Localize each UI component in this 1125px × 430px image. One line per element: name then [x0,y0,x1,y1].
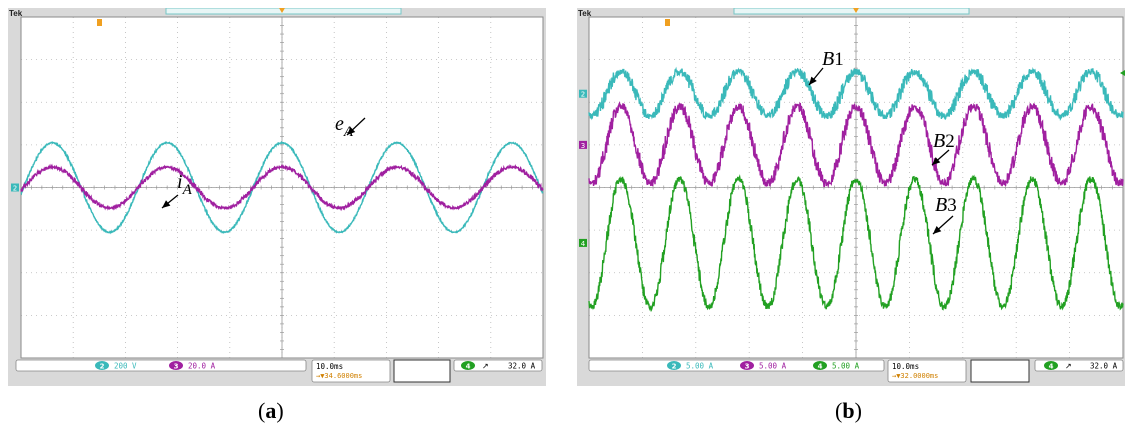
timebase-readout: 10.0ms [892,362,919,371]
caption-a: (a) [258,398,284,423]
trigger-position-marker [853,8,859,13]
annotation-main: i [177,171,183,193]
trace-i-a [20,163,544,212]
trigger-source-chip-label: 4 [466,363,471,371]
annotation-arrow-head [809,76,817,85]
trace-e-a [20,140,544,235]
trigger-readout-box [1034,359,1124,372]
oscilloscope-screen-b: Tek 2 3 4 2 5.00 A 3 5.00 A 4 5.00 A 10.0ms →▼32.00… [577,8,1125,386]
caption-letter-b: b [842,398,855,423]
delay-readout: →▼32.0000ms [892,372,938,380]
channel-marker-label: 2 [581,91,585,99]
trigger-readout-box [453,359,543,372]
annotation-main: B [935,194,947,216]
channel-4-marker [579,238,587,247]
channel-3-chip [740,361,754,370]
trigger-level: 32.0 A [1090,362,1118,371]
channel-4-scale: 5.00 A [832,362,860,371]
trigger-slope-icon: ↗ [482,362,489,371]
annotation-b3: B3 [932,194,957,235]
annotation-e-a: eA [335,113,366,140]
grid [20,16,544,359]
timebase-readout: 10.0ms [316,362,343,371]
annotation-arrow-head [933,226,942,234]
annotation-main: B [933,130,945,152]
readout-bar: 2 200 V 3 20.0 A 10.0ms→▼34.6000ms 4 ↗ 32.0 A [15,359,543,383]
channel-2-marker [11,183,19,192]
annotation-b2: B2 [931,130,955,166]
annotation-sub: A [182,182,193,198]
trigger-source-chip [1044,361,1058,370]
blank-readout-box [393,359,451,383]
timebase-box [887,359,967,383]
annotation-sub: 2 [945,131,955,152]
annotation-arrow-head [347,126,356,135]
channel-2-marker-label: 2 [13,185,17,193]
annotation-text: B1 [822,48,844,70]
scope-panel-b: Tek 2 3 4 2 5.00 A 3 5.00 A 4 5.00 A 10.0ms →▼32.00… [577,8,1125,386]
brand-label: Tek [9,9,23,18]
annotation-sub: 3 [947,195,957,216]
channel-4-chip-label: 4 [818,363,823,371]
annotation-text: iA [177,171,193,198]
blank-readout-box [970,359,1030,383]
trace-b2 [588,101,1124,189]
record-window-bar [733,8,970,15]
channel-3-chip-label: 3 [174,363,179,371]
oscilloscope-svg-b: Tek 2 3 4 2 5.00 A 3 5.00 A 4 5.00 A 10.0ms→▼32.00… [578,8,1125,383]
channel-2-marker [579,89,587,98]
channel-marker-label: 4 [581,240,586,248]
channel-2-chip [667,361,681,370]
trigger-slope-icon: ↗ [1065,362,1072,371]
trigger-position-marker [279,8,285,13]
caption-b: (b) [835,398,862,423]
delay-readout: →▼34.6000ms [316,372,362,380]
channel-2-chip-label: 2 [672,363,677,371]
annotation-main: e [335,113,344,135]
channel-marker-label: 3 [581,142,585,150]
trace-b3 [588,174,1124,312]
channel-3-chip-label: 3 [745,363,750,371]
trigger-source-chip [461,361,475,370]
oscilloscope-screen-a: Tek 2 2 200 V 3 20.0 A 10.0ms →▼34.6000ms 4 ↗ 32.0… [8,8,546,386]
readout-bar: 2 5.00 A 3 5.00 A 4 5.00 A 10.0ms→▼32.0000ms 4 ↗… [588,359,1124,383]
channel-2-chip-label: 2 [100,363,105,371]
channel-readout-box [588,359,885,372]
annotation-b1: B1 [808,48,844,86]
annotation-sub: 1 [834,49,844,70]
caption-letter-a: a [265,398,277,423]
record-window-bar [165,8,402,15]
trigger-level-marker [1120,70,1125,76]
plot-border [588,16,1124,359]
trace-b1 [588,66,1124,121]
channel-3-chip [169,361,183,370]
scope-panel-a: Tek 2 2 200 V 3 20.0 A 10.0ms →▼34.6000ms 4 ↗ 32.0… [8,8,546,386]
trigger-level: 32.0 A [508,362,536,371]
trigger-source-chip-label: 4 [1049,363,1054,371]
channel-3-scale: 5.00 A [759,362,787,371]
oscilloscope-svg-a: Tek 2 2 200 V 3 20.0 A 10.0ms→▼34.6000ms 4 ↗ 32.0… [9,8,544,383]
annotation-text: B2 [933,130,955,152]
annotation-i-a: iA [161,171,193,209]
channel-3-marker [579,140,587,149]
trigger-point-marker [97,19,102,26]
channel-2-scale: 5.00 A [686,362,714,371]
channel-2-chip [95,361,109,370]
channel-readout-box [15,359,307,372]
timebase-box [311,359,391,383]
brand-label: Tek [578,9,592,18]
channel-4-chip [813,361,827,370]
channel-2-scale: 200 V [114,362,137,371]
trigger-point-marker [665,19,670,26]
annotation-arrow-head [162,200,171,208]
plot-border [20,16,544,359]
annotation-arrow-head [932,157,941,165]
annotation-main: B [822,48,834,70]
annotation-text: B3 [935,194,957,216]
channel-3-scale: 20.0 A [188,362,216,371]
